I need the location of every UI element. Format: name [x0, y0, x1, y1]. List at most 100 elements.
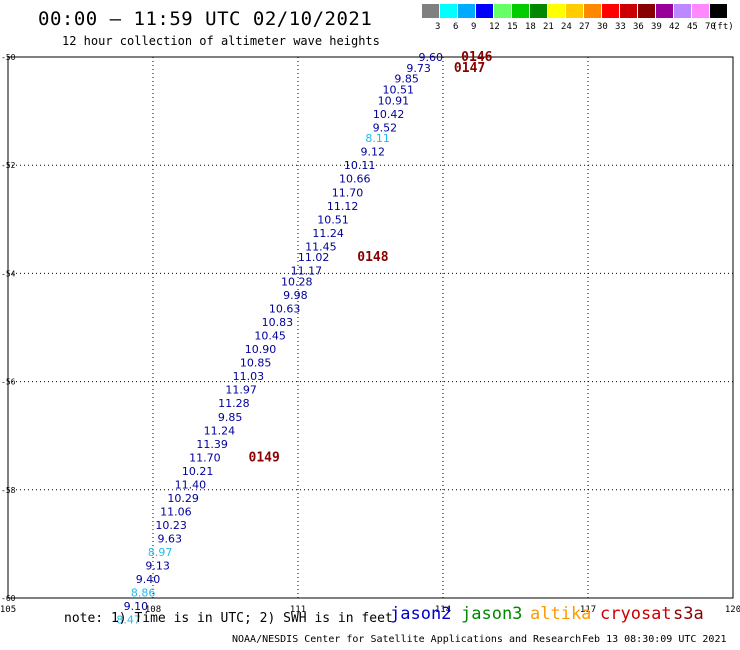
legend-swatch	[512, 4, 529, 18]
legend-level-label: 27	[579, 22, 590, 32]
wave-height-label: 10.91	[378, 94, 410, 107]
legend-swatch	[620, 4, 637, 18]
longitude-tick-label: 108	[145, 605, 161, 615]
legend-swatch	[440, 4, 457, 18]
wave-height-label: 10.85	[240, 357, 272, 370]
generation-timestamp: Feb 13 08:30:09 UTC 2021	[582, 634, 727, 645]
wave-height-label: 11.40	[175, 478, 207, 491]
legend-swatch	[530, 4, 547, 18]
wave-height-label: 9.73	[406, 62, 431, 75]
wave-height-label: 9.13	[145, 560, 170, 573]
wave-height-label: 10.63	[269, 303, 301, 316]
latitude-tick-label: -50	[1, 53, 16, 62]
footer-note: note: 1) Time is in UTC; 2) SWH is in fe…	[64, 611, 393, 626]
wave-height-label: 11.24	[204, 424, 236, 437]
legend-level-label: 45	[687, 22, 698, 32]
credit-line: NOAA/NESDIS Center for Satellite Applica…	[232, 634, 582, 645]
legend-swatch	[494, 4, 511, 18]
mission-altika: altika	[530, 604, 592, 624]
legend-level-label: 24	[561, 22, 572, 32]
pass-time-label: 0146	[461, 50, 492, 65]
legend-level-label: 3	[435, 22, 441, 32]
legend-swatch	[692, 4, 709, 18]
wave-height-label: 10.42	[373, 108, 405, 121]
page-subtitle: 12 hour collection of altimeter wave hei…	[62, 34, 380, 48]
wave-height-label: 11.70	[332, 186, 364, 199]
legend-level-label: 18	[525, 22, 536, 32]
legend-level-label: 42	[669, 22, 680, 32]
wave-height-label: 10.51	[317, 213, 349, 226]
wave-height-label: 10.11	[344, 159, 376, 172]
legend-level-label: 36	[633, 22, 644, 32]
legend-swatch	[602, 4, 619, 18]
legend-level-label: 70	[705, 22, 716, 32]
wave-height-label: 9.85	[394, 73, 419, 86]
wave-height-label: 11.02	[298, 251, 330, 264]
legend-level-label: 33	[615, 22, 626, 32]
wave-height-label: 11.17	[291, 265, 323, 278]
pass-time-label: 0149	[249, 450, 280, 465]
legend-swatch	[710, 4, 727, 18]
legend-level-label: 6	[453, 22, 459, 32]
legend-swatch	[584, 4, 601, 18]
page-title: 00:00 – 11:59 UTC 02/10/2021	[38, 8, 373, 30]
latitude-tick-label: -52	[1, 161, 16, 170]
legend-level-label: 9	[471, 22, 477, 32]
latitude-tick-label: -54	[1, 269, 16, 278]
wave-height-label: 9.12	[361, 146, 386, 159]
legend-swatch	[656, 4, 673, 18]
wave-height-label: 11.28	[218, 397, 250, 410]
legend-level-label: 39	[651, 22, 662, 32]
legend-level-label: 30	[597, 22, 608, 32]
wave-height-label: 9.63	[158, 532, 183, 545]
legend-swatch	[422, 4, 439, 18]
wave-height-label: 10.45	[254, 330, 286, 343]
wave-height-label: 9.10	[124, 600, 149, 613]
legend-swatch	[458, 4, 475, 18]
wave-height-label: 9.98	[283, 289, 308, 302]
wave-height-label: 11.12	[327, 200, 359, 213]
wave-height-label: 11.24	[312, 227, 344, 240]
longitude-tick-label: 111	[290, 605, 306, 615]
map-frame	[7, 56, 734, 599]
wave-height-label: 11.45	[305, 240, 337, 253]
wave-height-label: 11.70	[189, 451, 221, 464]
wave-height-label: 8.11	[365, 132, 390, 145]
legend-unit: (ft)	[712, 22, 734, 32]
wave-height-label: 9.40	[136, 573, 161, 586]
wave-height-label: 10.83	[262, 316, 294, 329]
wave-height-label: 9.60	[419, 51, 444, 64]
wave-height-label: 8.86	[131, 587, 156, 600]
legend-swatch	[674, 4, 691, 18]
mission-cryosat: cryosat	[600, 604, 672, 624]
wave-height-label: 9.52	[373, 121, 398, 134]
wave-height-label: 10.29	[167, 492, 199, 505]
latitude-tick-label: -58	[1, 486, 16, 495]
wave-height-label: 10.28	[281, 276, 313, 289]
wave-height-label: 11.97	[225, 384, 257, 397]
longitude-tick-label: 114	[435, 605, 451, 615]
pass-time-label: 0148	[357, 250, 388, 265]
wave-height-label: 11.03	[233, 370, 265, 383]
mission-jason3: jason3	[461, 604, 523, 624]
legend-swatch	[548, 4, 565, 18]
longitude-tick-label: 117	[580, 605, 596, 615]
longitude-tick-label: 120	[725, 605, 740, 615]
wave-height-label: 8.97	[148, 546, 173, 559]
wave-height-label: 10.90	[245, 343, 277, 356]
wave-height-label: 11.39	[196, 438, 228, 451]
latitude-tick-label: -60	[1, 594, 16, 603]
wave-height-label: 11.06	[160, 505, 192, 518]
legend-swatch	[638, 4, 655, 18]
wave-height-label: 9.85	[218, 411, 243, 424]
wave-height-label: 10.23	[155, 519, 187, 532]
mission-jason2: jason2	[390, 604, 452, 624]
legend-level-label: 21	[543, 22, 554, 32]
wave-height-label: 10.51	[383, 83, 415, 96]
wave-height-label: 10.66	[339, 173, 371, 186]
wave-height-label: 8.47	[116, 614, 141, 627]
mission-s3a: s3a	[673, 604, 704, 624]
legend-level-label: 12	[489, 22, 500, 32]
wave-height-label: 10.21	[182, 465, 214, 478]
